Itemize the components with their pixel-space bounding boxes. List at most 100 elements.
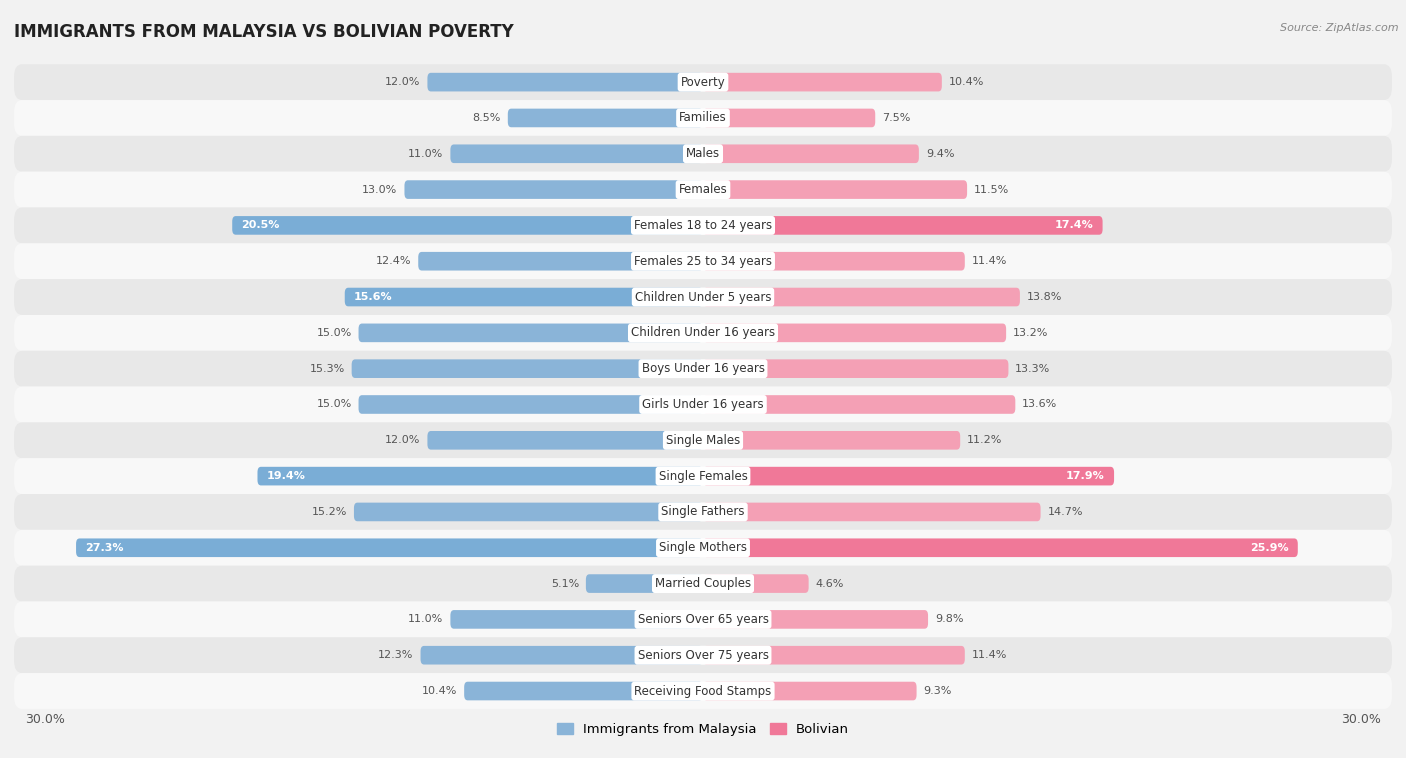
FancyBboxPatch shape (427, 431, 703, 449)
FancyBboxPatch shape (703, 73, 942, 92)
Text: 12.0%: 12.0% (385, 435, 420, 445)
Text: 12.4%: 12.4% (375, 256, 412, 266)
Text: Single Males: Single Males (666, 434, 740, 446)
FancyBboxPatch shape (450, 145, 703, 163)
Text: Single Mothers: Single Mothers (659, 541, 747, 554)
Text: 19.4%: 19.4% (267, 471, 305, 481)
FancyBboxPatch shape (450, 610, 703, 628)
Text: Females 25 to 34 years: Females 25 to 34 years (634, 255, 772, 268)
FancyBboxPatch shape (359, 395, 703, 414)
FancyBboxPatch shape (703, 216, 1102, 235)
FancyBboxPatch shape (14, 208, 1392, 243)
FancyBboxPatch shape (354, 503, 703, 522)
Text: 12.3%: 12.3% (378, 650, 413, 660)
FancyBboxPatch shape (14, 422, 1392, 459)
FancyBboxPatch shape (14, 494, 1392, 530)
Text: 13.3%: 13.3% (1015, 364, 1050, 374)
FancyBboxPatch shape (14, 602, 1392, 637)
Text: Seniors Over 65 years: Seniors Over 65 years (637, 613, 769, 626)
FancyBboxPatch shape (703, 359, 1008, 378)
FancyBboxPatch shape (703, 610, 928, 628)
Text: Single Females: Single Females (658, 470, 748, 483)
FancyBboxPatch shape (703, 681, 917, 700)
FancyBboxPatch shape (427, 73, 703, 92)
Text: 4.6%: 4.6% (815, 578, 844, 588)
Text: 13.2%: 13.2% (1012, 328, 1049, 338)
FancyBboxPatch shape (703, 395, 1015, 414)
FancyBboxPatch shape (703, 108, 875, 127)
FancyBboxPatch shape (703, 575, 808, 593)
Text: 30.0%: 30.0% (1340, 713, 1381, 726)
FancyBboxPatch shape (14, 315, 1392, 351)
FancyBboxPatch shape (14, 387, 1392, 422)
FancyBboxPatch shape (586, 575, 703, 593)
FancyBboxPatch shape (703, 503, 1040, 522)
Text: 13.8%: 13.8% (1026, 292, 1062, 302)
Text: Seniors Over 75 years: Seniors Over 75 years (637, 649, 769, 662)
FancyBboxPatch shape (418, 252, 703, 271)
FancyBboxPatch shape (14, 637, 1392, 673)
Text: Source: ZipAtlas.com: Source: ZipAtlas.com (1281, 23, 1399, 33)
Text: Males: Males (686, 147, 720, 160)
Text: 25.9%: 25.9% (1250, 543, 1289, 553)
FancyBboxPatch shape (420, 646, 703, 665)
Legend: Immigrants from Malaysia, Bolivian: Immigrants from Malaysia, Bolivian (551, 718, 855, 742)
Text: 15.6%: 15.6% (354, 292, 392, 302)
Text: 10.4%: 10.4% (949, 77, 984, 87)
FancyBboxPatch shape (703, 467, 1114, 485)
Text: 12.0%: 12.0% (385, 77, 420, 87)
FancyBboxPatch shape (352, 359, 703, 378)
Text: Females: Females (679, 183, 727, 196)
FancyBboxPatch shape (703, 252, 965, 271)
FancyBboxPatch shape (14, 136, 1392, 171)
FancyBboxPatch shape (344, 288, 703, 306)
Text: 11.4%: 11.4% (972, 256, 1007, 266)
Text: 13.6%: 13.6% (1022, 399, 1057, 409)
Text: 15.0%: 15.0% (316, 399, 352, 409)
FancyBboxPatch shape (14, 565, 1392, 602)
Text: 11.4%: 11.4% (972, 650, 1007, 660)
Text: IMMIGRANTS FROM MALAYSIA VS BOLIVIAN POVERTY: IMMIGRANTS FROM MALAYSIA VS BOLIVIAN POV… (14, 23, 513, 41)
FancyBboxPatch shape (257, 467, 703, 485)
Text: Girls Under 16 years: Girls Under 16 years (643, 398, 763, 411)
Text: Poverty: Poverty (681, 76, 725, 89)
Text: 11.5%: 11.5% (974, 185, 1010, 195)
FancyBboxPatch shape (508, 108, 703, 127)
Text: Children Under 5 years: Children Under 5 years (634, 290, 772, 303)
FancyBboxPatch shape (14, 100, 1392, 136)
FancyBboxPatch shape (14, 279, 1392, 315)
FancyBboxPatch shape (703, 646, 965, 665)
FancyBboxPatch shape (14, 351, 1392, 387)
FancyBboxPatch shape (405, 180, 703, 199)
Text: 10.4%: 10.4% (422, 686, 457, 696)
FancyBboxPatch shape (703, 538, 1298, 557)
FancyBboxPatch shape (14, 530, 1392, 565)
Text: Boys Under 16 years: Boys Under 16 years (641, 362, 765, 375)
Text: 17.9%: 17.9% (1066, 471, 1105, 481)
FancyBboxPatch shape (76, 538, 703, 557)
Text: 5.1%: 5.1% (551, 578, 579, 588)
Text: 13.0%: 13.0% (363, 185, 398, 195)
Text: 17.4%: 17.4% (1054, 221, 1094, 230)
Text: 15.3%: 15.3% (309, 364, 344, 374)
Text: Females 18 to 24 years: Females 18 to 24 years (634, 219, 772, 232)
Text: Receiving Food Stamps: Receiving Food Stamps (634, 684, 772, 697)
FancyBboxPatch shape (14, 243, 1392, 279)
Text: 9.8%: 9.8% (935, 615, 963, 625)
FancyBboxPatch shape (14, 64, 1392, 100)
FancyBboxPatch shape (703, 288, 1019, 306)
Text: Single Fathers: Single Fathers (661, 506, 745, 518)
FancyBboxPatch shape (703, 431, 960, 449)
FancyBboxPatch shape (703, 324, 1007, 342)
FancyBboxPatch shape (232, 216, 703, 235)
Text: Children Under 16 years: Children Under 16 years (631, 327, 775, 340)
FancyBboxPatch shape (14, 459, 1392, 494)
FancyBboxPatch shape (464, 681, 703, 700)
Text: 27.3%: 27.3% (86, 543, 124, 553)
Text: 9.4%: 9.4% (925, 149, 955, 158)
Text: 11.0%: 11.0% (408, 149, 443, 158)
Text: 14.7%: 14.7% (1047, 507, 1083, 517)
Text: Families: Families (679, 111, 727, 124)
Text: 11.0%: 11.0% (408, 615, 443, 625)
Text: Married Couples: Married Couples (655, 577, 751, 590)
